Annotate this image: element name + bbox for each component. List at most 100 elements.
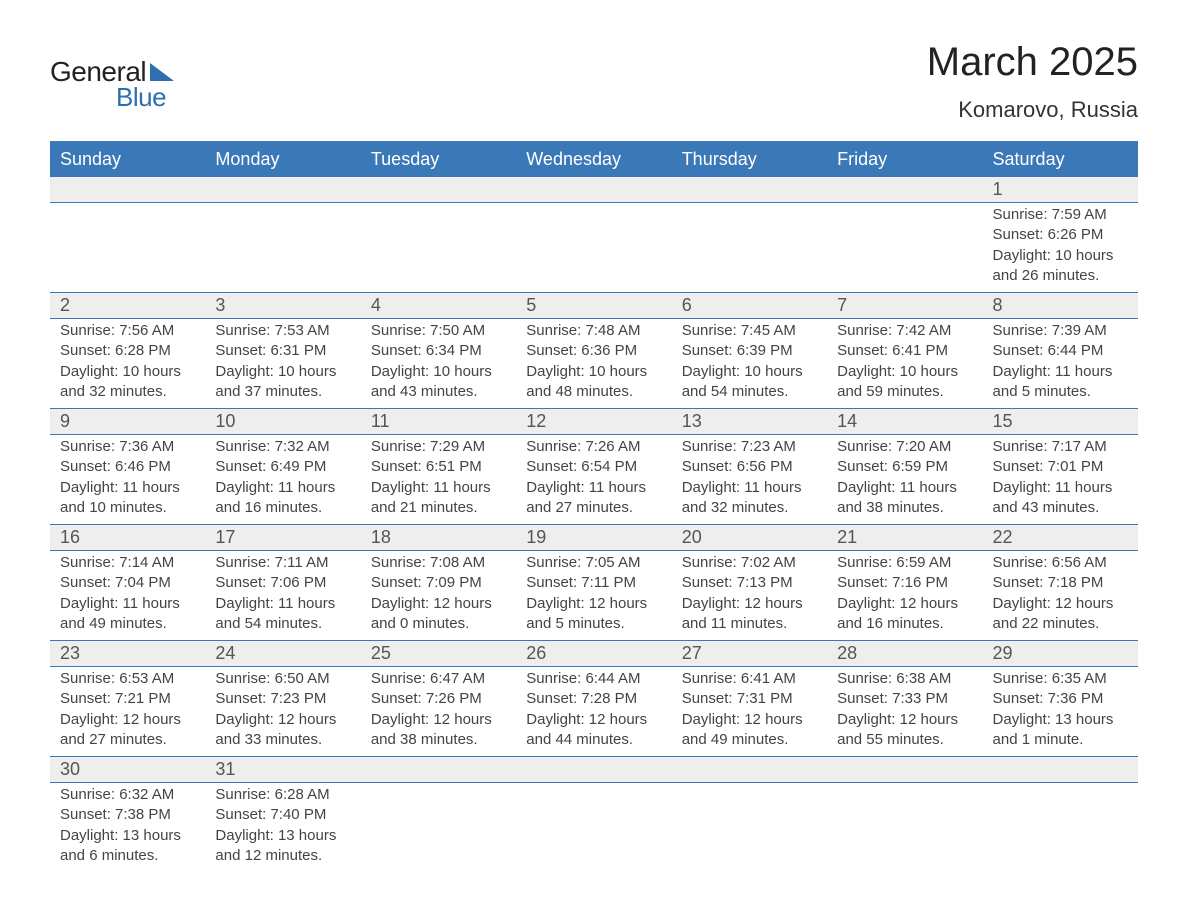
daylight-text: and 38 minutes. xyxy=(837,498,972,518)
calendar-daynum-cell: 31 xyxy=(205,757,360,783)
daylight-text: and 10 minutes. xyxy=(60,498,195,518)
day-details: Sunrise: 7:26 AMSunset: 6:54 PMDaylight:… xyxy=(516,435,671,524)
daylight-text: Daylight: 12 hours xyxy=(526,594,661,614)
calendar-daynum-cell: 18 xyxy=(361,525,516,551)
daylight-text: and 48 minutes. xyxy=(526,382,661,402)
daylight-text: Daylight: 10 hours xyxy=(60,362,195,382)
calendar-body-cell: Sunrise: 7:11 AMSunset: 7:06 PMDaylight:… xyxy=(205,551,360,641)
daylight-text: Daylight: 11 hours xyxy=(993,362,1128,382)
calendar-daynum-cell: 9 xyxy=(50,409,205,435)
calendar-daynum-cell: 1 xyxy=(983,177,1138,203)
day-number: 21 xyxy=(827,525,982,550)
calendar-body-cell: Sunrise: 6:56 AMSunset: 7:18 PMDaylight:… xyxy=(983,551,1138,641)
sunrise-text: Sunrise: 6:53 AM xyxy=(60,669,195,689)
sunrise-text: Sunrise: 6:41 AM xyxy=(682,669,817,689)
sunrise-text: Sunrise: 6:50 AM xyxy=(215,669,350,689)
sunset-text: Sunset: 7:09 PM xyxy=(371,573,506,593)
calendar-daynum-cell xyxy=(361,177,516,203)
header: General Blue March 2025 Komarovo, Russia xyxy=(50,40,1138,123)
calendar-body-cell: Sunrise: 6:38 AMSunset: 7:33 PMDaylight:… xyxy=(827,667,982,757)
sunset-text: Sunset: 6:59 PM xyxy=(837,457,972,477)
calendar-daynum-cell: 17 xyxy=(205,525,360,551)
daylight-text: Daylight: 11 hours xyxy=(215,594,350,614)
calendar-daynum-cell: 20 xyxy=(672,525,827,551)
daylight-text: Daylight: 13 hours xyxy=(993,710,1128,730)
title-location: Komarovo, Russia xyxy=(927,97,1138,123)
day-details: Sunrise: 7:17 AMSunset: 7:01 PMDaylight:… xyxy=(983,435,1138,524)
sunrise-text: Sunrise: 7:32 AM xyxy=(215,437,350,457)
sunset-text: Sunset: 7:16 PM xyxy=(837,573,972,593)
calendar-daynum-cell: 28 xyxy=(827,641,982,667)
sunrise-text: Sunrise: 7:05 AM xyxy=(526,553,661,573)
day-details: Sunrise: 7:36 AMSunset: 6:46 PMDaylight:… xyxy=(50,435,205,524)
day-number: 16 xyxy=(50,525,205,550)
calendar-body-cell: Sunrise: 6:53 AMSunset: 7:21 PMDaylight:… xyxy=(50,667,205,757)
sunset-text: Sunset: 6:54 PM xyxy=(526,457,661,477)
day-number: 13 xyxy=(672,409,827,434)
daylight-text: Daylight: 13 hours xyxy=(60,826,195,846)
day-number: 30 xyxy=(50,757,205,782)
daylight-text: and 44 minutes. xyxy=(526,730,661,750)
day-number: 31 xyxy=(205,757,360,782)
calendar-body-cell: Sunrise: 7:50 AMSunset: 6:34 PMDaylight:… xyxy=(361,319,516,409)
sunset-text: Sunset: 7:18 PM xyxy=(993,573,1128,593)
calendar-body-cell: Sunrise: 7:29 AMSunset: 6:51 PMDaylight:… xyxy=(361,435,516,525)
calendar-daynum-cell: 26 xyxy=(516,641,671,667)
sunset-text: Sunset: 6:56 PM xyxy=(682,457,817,477)
weekday-header: Wednesday xyxy=(516,142,671,177)
day-number: 4 xyxy=(361,293,516,318)
daylight-text: Daylight: 10 hours xyxy=(526,362,661,382)
daylight-text: Daylight: 11 hours xyxy=(60,478,195,498)
day-details: Sunrise: 7:05 AMSunset: 7:11 PMDaylight:… xyxy=(516,551,671,640)
calendar-daynum-row: 2345678 xyxy=(50,293,1138,319)
sunset-text: Sunset: 6:34 PM xyxy=(371,341,506,361)
calendar-daynum-cell xyxy=(516,177,671,203)
sunrise-text: Sunrise: 7:23 AM xyxy=(682,437,817,457)
day-details: Sunrise: 7:56 AMSunset: 6:28 PMDaylight:… xyxy=(50,319,205,408)
daylight-text: Daylight: 12 hours xyxy=(837,710,972,730)
calendar-daynum-row: 23242526272829 xyxy=(50,641,1138,667)
day-number: 8 xyxy=(983,293,1138,318)
sunset-text: Sunset: 6:41 PM xyxy=(837,341,972,361)
daylight-text: Daylight: 11 hours xyxy=(993,478,1128,498)
sunset-text: Sunset: 6:46 PM xyxy=(60,457,195,477)
sunrise-text: Sunrise: 7:42 AM xyxy=(837,321,972,341)
sunset-text: Sunset: 6:31 PM xyxy=(215,341,350,361)
calendar-body-cell: Sunrise: 7:56 AMSunset: 6:28 PMDaylight:… xyxy=(50,319,205,409)
sunset-text: Sunset: 7:31 PM xyxy=(682,689,817,709)
daylight-text: and 43 minutes. xyxy=(371,382,506,402)
daylight-text: and 55 minutes. xyxy=(837,730,972,750)
sunrise-text: Sunrise: 6:38 AM xyxy=(837,669,972,689)
sunrise-text: Sunrise: 7:26 AM xyxy=(526,437,661,457)
daylight-text: and 33 minutes. xyxy=(215,730,350,750)
sunset-text: Sunset: 7:33 PM xyxy=(837,689,972,709)
calendar-daynum-cell: 4 xyxy=(361,293,516,319)
day-number: 28 xyxy=(827,641,982,666)
day-details: Sunrise: 7:20 AMSunset: 6:59 PMDaylight:… xyxy=(827,435,982,524)
day-details: Sunrise: 7:11 AMSunset: 7:06 PMDaylight:… xyxy=(205,551,360,640)
sunset-text: Sunset: 7:06 PM xyxy=(215,573,350,593)
title-month: March 2025 xyxy=(927,40,1138,85)
day-details: Sunrise: 6:38 AMSunset: 7:33 PMDaylight:… xyxy=(827,667,982,756)
calendar-daynum-cell xyxy=(827,757,982,783)
daylight-text: Daylight: 11 hours xyxy=(371,478,506,498)
daylight-text: and 54 minutes. xyxy=(215,614,350,634)
sunrise-text: Sunrise: 6:32 AM xyxy=(60,785,195,805)
sunset-text: Sunset: 7:04 PM xyxy=(60,573,195,593)
calendar-daynum-cell: 24 xyxy=(205,641,360,667)
calendar-body-cell: Sunrise: 7:02 AMSunset: 7:13 PMDaylight:… xyxy=(672,551,827,641)
calendar-body-cell: Sunrise: 6:44 AMSunset: 7:28 PMDaylight:… xyxy=(516,667,671,757)
daylight-text: and 12 minutes. xyxy=(215,846,350,866)
calendar-daynum-cell: 27 xyxy=(672,641,827,667)
calendar-body-cell: Sunrise: 7:32 AMSunset: 6:49 PMDaylight:… xyxy=(205,435,360,525)
daylight-text: Daylight: 12 hours xyxy=(371,594,506,614)
calendar-body-cell: Sunrise: 7:59 AMSunset: 6:26 PMDaylight:… xyxy=(983,203,1138,293)
day-details: Sunrise: 6:32 AMSunset: 7:38 PMDaylight:… xyxy=(50,783,205,872)
daylight-text: and 49 minutes. xyxy=(60,614,195,634)
calendar-body-cell: Sunrise: 7:48 AMSunset: 6:36 PMDaylight:… xyxy=(516,319,671,409)
daylight-text: and 11 minutes. xyxy=(682,614,817,634)
daylight-text: Daylight: 12 hours xyxy=(371,710,506,730)
calendar-daynum-cell: 13 xyxy=(672,409,827,435)
calendar-body-cell xyxy=(827,783,982,873)
day-number: 24 xyxy=(205,641,360,666)
